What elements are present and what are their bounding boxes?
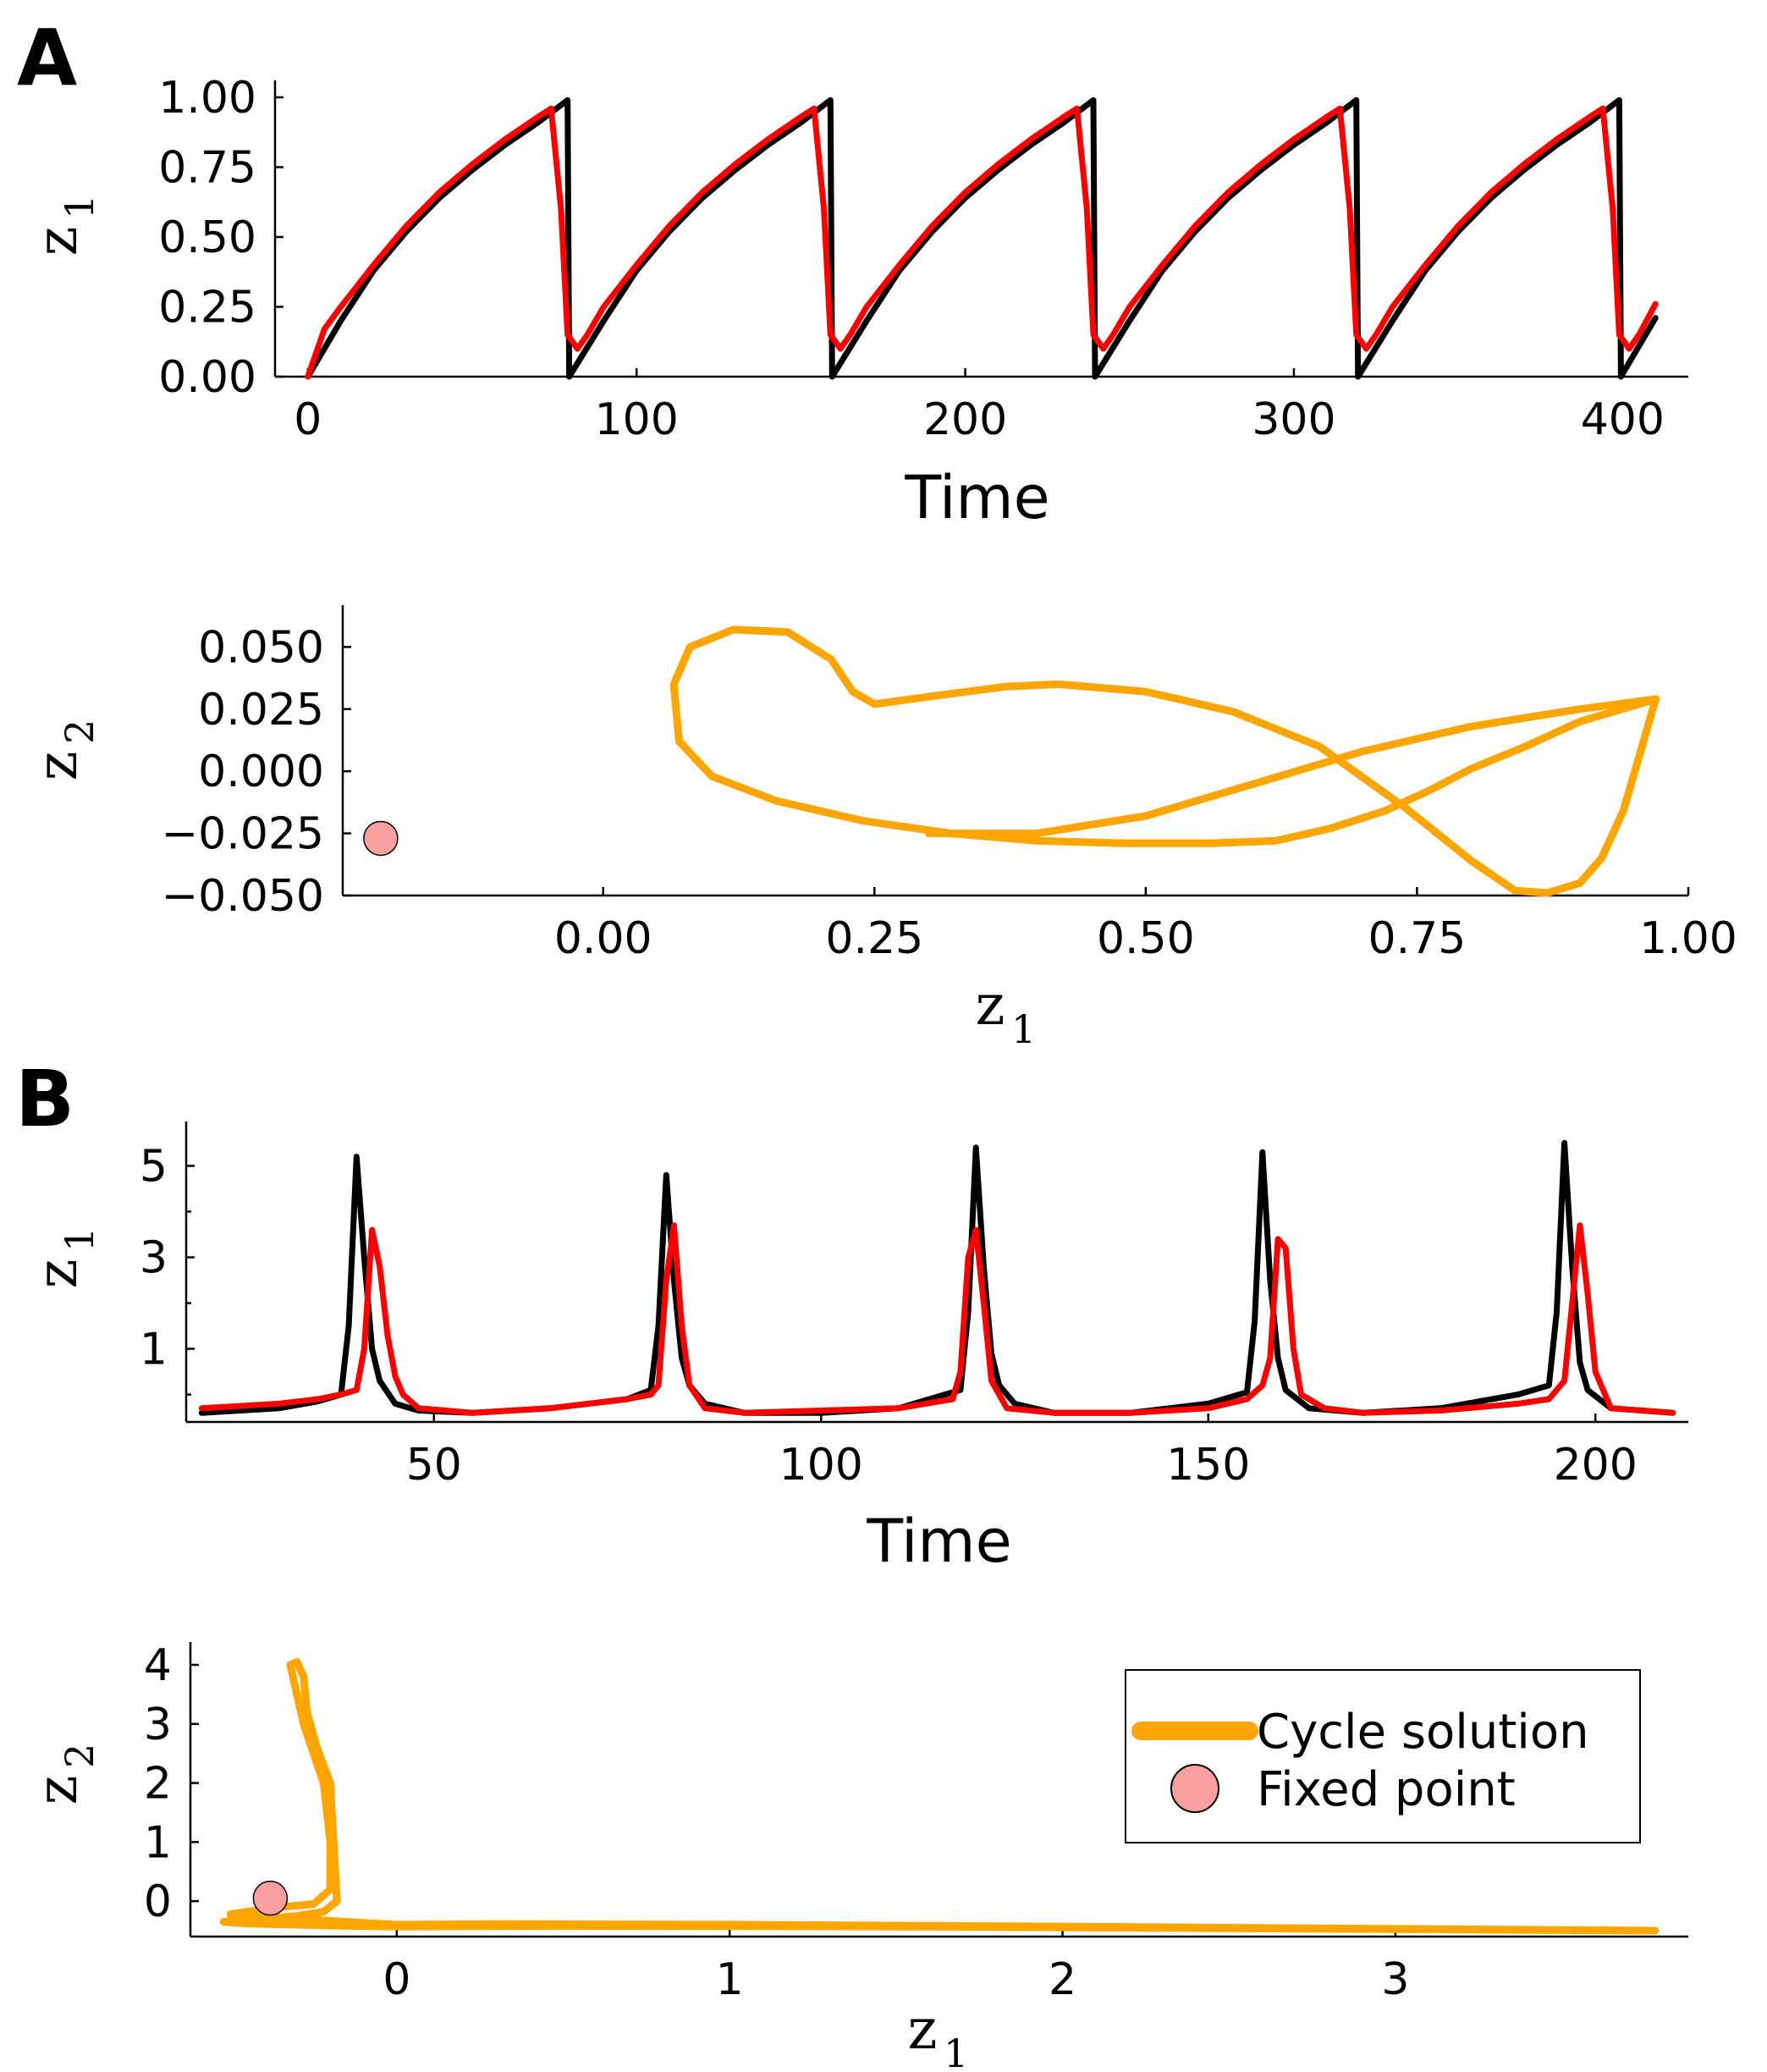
chart-a2-xtick-label: 0.00 [554, 913, 652, 964]
chart-b1-xlabel: Time [866, 1507, 1011, 1576]
chart-a2-xtick-label: 0.50 [1097, 913, 1195, 964]
chart-b2-xtick-label: 3 [1381, 1954, 1409, 2005]
chart-a1-data-layer [305, 96, 1659, 380]
chart-a1-ytick-label: 0.25 [158, 283, 256, 333]
chart-a1-xtick-label: 100 [595, 394, 679, 445]
chart-a2-xtick-label: 0.75 [1368, 913, 1467, 964]
chart-a2-cycle-solution-line [669, 625, 1660, 897]
panel-label-b: B [15, 1054, 74, 1144]
chart-b2-ytick-label: 3 [144, 1700, 172, 1750]
chart-b1-ytick-label: 1 [140, 1325, 168, 1375]
chart-a2-xlabel: z 1 [976, 973, 1037, 1052]
chart-a2-fixed-point-marker [363, 820, 399, 857]
chart-a1-ytick-label: 0.50 [158, 212, 256, 263]
chart-a2-xlabel-main: z [976, 973, 1005, 1038]
chart-a1-time-series: 0 100 200 300 400 0.00 0.25 0.50 0.75 1.00 Time z… [25, 73, 1688, 532]
chart-b2-ytick-label: 4 [144, 1640, 172, 1691]
chart-a2-xlabel-sub: 1 [1011, 1006, 1036, 1052]
chart-a2-axes: 0.00 0.25 0.50 0.75 1.00 −0.050 −0.025 0.000 0.0… [162, 605, 1737, 964]
chart-b1-data-layer [198, 1139, 1676, 1416]
chart-a1-ylabel-main: z [25, 227, 90, 256]
chart-a1-ylabel-sub: 1 [57, 195, 102, 219]
chart-a2-ytick-label: −0.025 [162, 809, 324, 860]
chart-b1-ytick-label: 3 [140, 1232, 168, 1283]
chart-a2-data-layer [363, 625, 1660, 897]
chart-b2-xlabel: z 1 [908, 1997, 969, 2072]
chart-a1-axes: 0 100 200 300 400 0.00 0.25 0.50 0.75 1.00 [158, 73, 1688, 445]
chart-a2-ylabel-sub: 2 [57, 719, 102, 744]
chart-a2-ylabel: z 2 [25, 719, 102, 781]
chart-b2-phase-plane: 0 1 2 3 0 1 2 3 4 z 1 z 2 Cycle solution Fixed p… [25, 1640, 1688, 2072]
panel-label-a: A [17, 13, 77, 103]
chart-a2-ytick-label: 0.050 [198, 622, 324, 673]
chart-b1-xtick-label: 50 [406, 1440, 462, 1491]
chart-b2-ylabel-main: z [25, 1776, 90, 1805]
chart-b1-xtick-label: 100 [779, 1440, 863, 1491]
chart-b1-ylabel-sub: 1 [57, 1227, 102, 1252]
chart-b1-xtick-label: 200 [1554, 1440, 1638, 1491]
chart-b2-ytick-label: 2 [144, 1759, 172, 1810]
chart-b1-xtick-label: 150 [1166, 1440, 1250, 1491]
chart-a1-ground-truth-line [305, 96, 1659, 380]
chart-a2-ylabel-main: z [25, 752, 90, 781]
chart-b2-xtick-label: 1 [716, 1954, 744, 2005]
chart-a1-ytick-label: 0.75 [158, 143, 256, 194]
chart-a2-ytick-label: −0.050 [162, 871, 324, 922]
legend-box [1125, 1669, 1641, 1843]
chart-a1-xtick-label: 300 [1252, 394, 1335, 445]
legend-cycle-label: Cycle solution [1257, 1705, 1589, 1760]
legend-fixed-point-label: Fixed point [1257, 1762, 1516, 1817]
chart-b2-ytick-label: 1 [144, 1817, 172, 1868]
chart-b1-ylabel-main: z [25, 1259, 90, 1289]
chart-b2-fixed-point-marker [252, 1880, 289, 1916]
chart-b1-ylabel: z 1 [25, 1227, 102, 1289]
chart-a2-ytick-label: 0.000 [198, 747, 324, 797]
chart-b1-reconstruction-line [198, 1222, 1676, 1416]
chart-a1-xtick-label: 0 [294, 394, 322, 445]
legend-fixed-point-swatch [1170, 1764, 1219, 1813]
chart-b2-xtick-label: 2 [1049, 1954, 1076, 2005]
chart-b2-ylabel: z 2 [25, 1744, 102, 1805]
chart-a1-ytick-label: 0.00 [158, 352, 256, 403]
chart-b2-xlabel-sub: 1 [944, 2031, 968, 2072]
chart-b1-ytick-label: 5 [140, 1141, 168, 1192]
chart-b2-axes: 0 1 2 3 0 1 2 3 4 [144, 1640, 1688, 2005]
chart-a1-xtick-label: 400 [1581, 394, 1665, 445]
chart-b2-data-layer [219, 1658, 1660, 1935]
chart-b2-legend: Cycle solution Fixed point [1125, 1669, 1641, 1843]
chart-a2-xtick-label: 1.00 [1639, 913, 1737, 964]
chart-a1-xlabel: Time [904, 463, 1049, 532]
chart-b2-ylabel-sub: 2 [57, 1744, 102, 1768]
chart-a2-phase-plane: 0.00 0.25 0.50 0.75 1.00 −0.050 −0.025 0.000 0.0… [25, 605, 1737, 1052]
chart-a1-ytick-label: 1.00 [158, 73, 256, 124]
chart-b2-xtick-label: 0 [383, 1954, 410, 2005]
chart-a2-xtick-label: 0.25 [825, 913, 923, 964]
chart-b2-xlabel-main: z [908, 1997, 938, 2062]
chart-a1-reconstruction-line [305, 105, 1659, 380]
chart-a1-ylabel: z 1 [25, 195, 102, 256]
chart-b2-ytick-label: 0 [144, 1876, 172, 1927]
chart-b2-cycle-solution-line [219, 1658, 1660, 1935]
chart-a2-ytick-label: 0.025 [198, 685, 324, 736]
chart-a1-xtick-label: 200 [923, 394, 1007, 445]
chart-b1-time-series: 50 100 150 200 1 3 5 Time z 1 [25, 1121, 1688, 1576]
chart-b1-axes: 50 100 150 200 1 3 5 [140, 1121, 1688, 1491]
chart-b1-ground-truth-line [198, 1139, 1676, 1416]
